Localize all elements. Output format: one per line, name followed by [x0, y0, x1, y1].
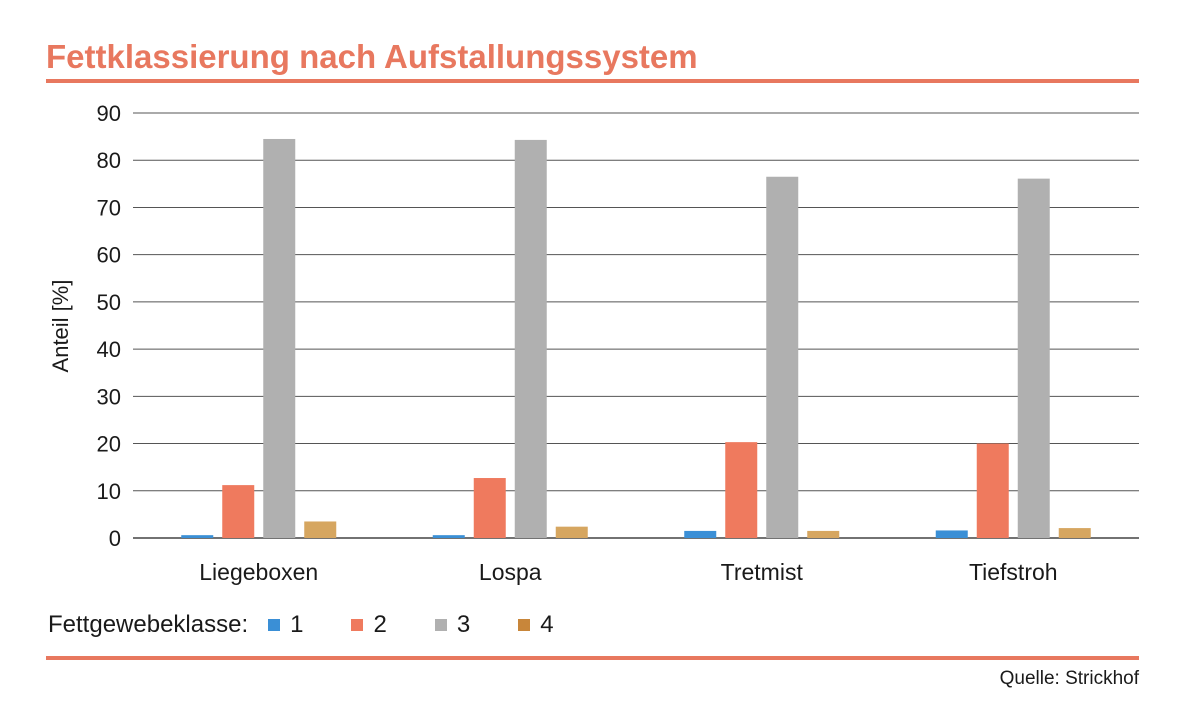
bar-tretmist-class-3: [766, 176, 799, 538]
y-tick-label: 40: [97, 337, 121, 362]
bar-tretmist-class-4: [807, 530, 840, 538]
legend-label: 4: [540, 611, 554, 638]
bar-lospa-class-1: [432, 535, 465, 538]
bar-tiefstroh-class-2: [976, 443, 1009, 538]
bar-tiefstroh-class-1: [935, 530, 968, 538]
bar-liegeboxen-class-4: [304, 521, 337, 538]
legend-swatch: [351, 619, 364, 631]
y-tick-label: 20: [97, 432, 121, 457]
legend-swatch: [268, 619, 281, 631]
y-tick-label: 10: [97, 479, 121, 504]
bar-liegeboxen-class-2: [222, 485, 255, 538]
legend-item: 4: [518, 611, 554, 639]
legend-title: Fettgewebeklasse:: [48, 611, 249, 638]
x-tick-label: Tretmist: [721, 559, 804, 585]
y-tick-label: 0: [109, 526, 121, 551]
bar-lospa-class-3: [514, 139, 547, 538]
y-tick-label: 90: [97, 101, 121, 126]
chart-title: Fettklassierung nach Aufstallungssystem: [46, 38, 698, 75]
legend-label: 3: [456, 611, 471, 638]
y-tick-label: 30: [97, 384, 121, 409]
legend-swatch: [518, 619, 531, 631]
legend-swatch: [434, 619, 447, 631]
bar-tiefstroh-class-3: [1017, 178, 1050, 538]
x-tick-label: Lospa: [479, 559, 542, 585]
x-tick-label: Liegeboxen: [199, 559, 318, 585]
bar-liegeboxen-class-3: [263, 138, 296, 538]
y-tick-label: 50: [97, 290, 121, 315]
bar-chart: 0 10 20 30 40 50 60 70 80 90 Liegeboxen Lospa Tretmi…: [97, 101, 1139, 585]
bar-tretmist-class-2: [725, 442, 758, 538]
bar-liegeboxen-class-1: [181, 535, 214, 538]
legend-item: 1: [268, 611, 303, 639]
bar-lospa-class-4: [555, 526, 588, 538]
y-tick-label: 60: [97, 243, 121, 268]
x-tick-label: Tiefstroh: [969, 559, 1058, 585]
title-divider: [46, 79, 1139, 83]
source-note: Quelle: Strickhof: [999, 668, 1139, 689]
y-tick-label: 70: [97, 195, 121, 220]
legend: Fettgewebeklasse: 1 2 3 4: [48, 610, 602, 640]
legend-item: 3: [434, 611, 471, 639]
y-tick-label: 80: [97, 148, 121, 173]
bar-tretmist-class-1: [684, 530, 717, 538]
footer-divider: [46, 656, 1139, 660]
legend-items: 1 2 3 4: [268, 611, 601, 639]
legend-label: 2: [373, 611, 387, 638]
bar-lospa-class-2: [473, 478, 506, 538]
bar-tiefstroh-class-4: [1058, 528, 1091, 538]
legend-label: 1: [290, 611, 304, 638]
legend-item: 2: [351, 611, 387, 639]
